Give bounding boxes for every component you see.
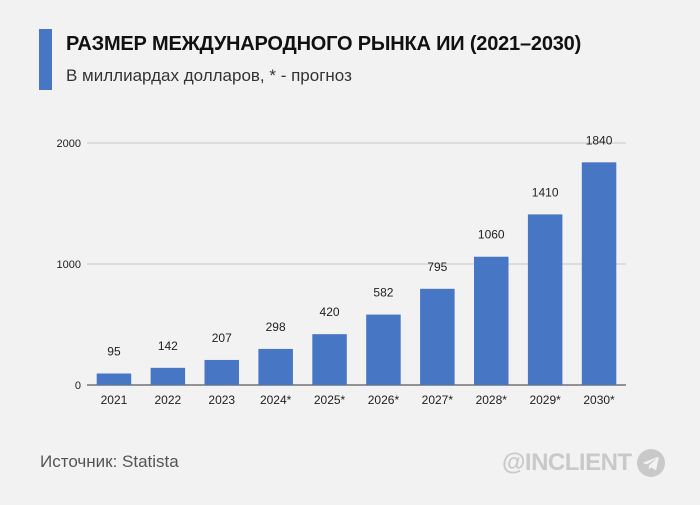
y-tick-label-0: 0 [75,380,81,392]
bar-0 [96,373,132,385]
bar-7 [474,256,509,385]
bar-8 [527,214,563,385]
data-label-4: 420 [320,305,340,319]
x-tick-label-2: 2023 [208,393,235,407]
data-label-7: 1060 [478,228,505,242]
x-tick-label-1: 2022 [154,393,181,407]
x-tick-label-7: 2028* [476,393,508,407]
x-tick-label-5: 2026* [368,393,400,407]
data-label-6: 795 [427,260,447,274]
x-tick-label-6: 2027* [422,393,454,407]
x-tick-label-8: 2029* [529,393,561,407]
x-tick-label-4: 2025* [314,393,346,407]
y-tick-label-1000: 1000 [57,259,81,271]
bar-2 [204,359,239,385]
bar-1 [150,367,186,385]
bar-4 [312,334,347,385]
data-label-0: 95 [107,345,121,359]
data-label-8: 1410 [532,185,559,199]
bar-6 [420,288,455,385]
data-label-1: 142 [158,339,178,353]
data-label-9: 1840 [586,133,613,147]
y-tick-label-2000: 2000 [57,138,81,150]
x-tick-label-3: 2024* [260,393,292,407]
telegram-icon [637,449,665,477]
bar-9 [581,162,617,385]
source-note: Источник: Statista [40,452,179,471]
data-label-5: 582 [373,286,393,300]
data-label-2: 207 [212,331,232,345]
chart-subtitle: В миллиардах долларов, * - прогноз [66,66,352,85]
bar-3 [258,348,293,385]
title-accent-bar [39,29,52,90]
brand-watermark: @INCLIENT [502,449,632,476]
x-tick-label-0: 2021 [101,393,128,407]
chart-title: РАЗМЕР МЕЖДУНАРОДНОГО РЫНКА ИИ (2021–203… [66,33,582,55]
data-label-3: 298 [266,320,286,334]
bar-5 [366,314,401,385]
x-tick-label-9: 2030* [583,393,615,407]
